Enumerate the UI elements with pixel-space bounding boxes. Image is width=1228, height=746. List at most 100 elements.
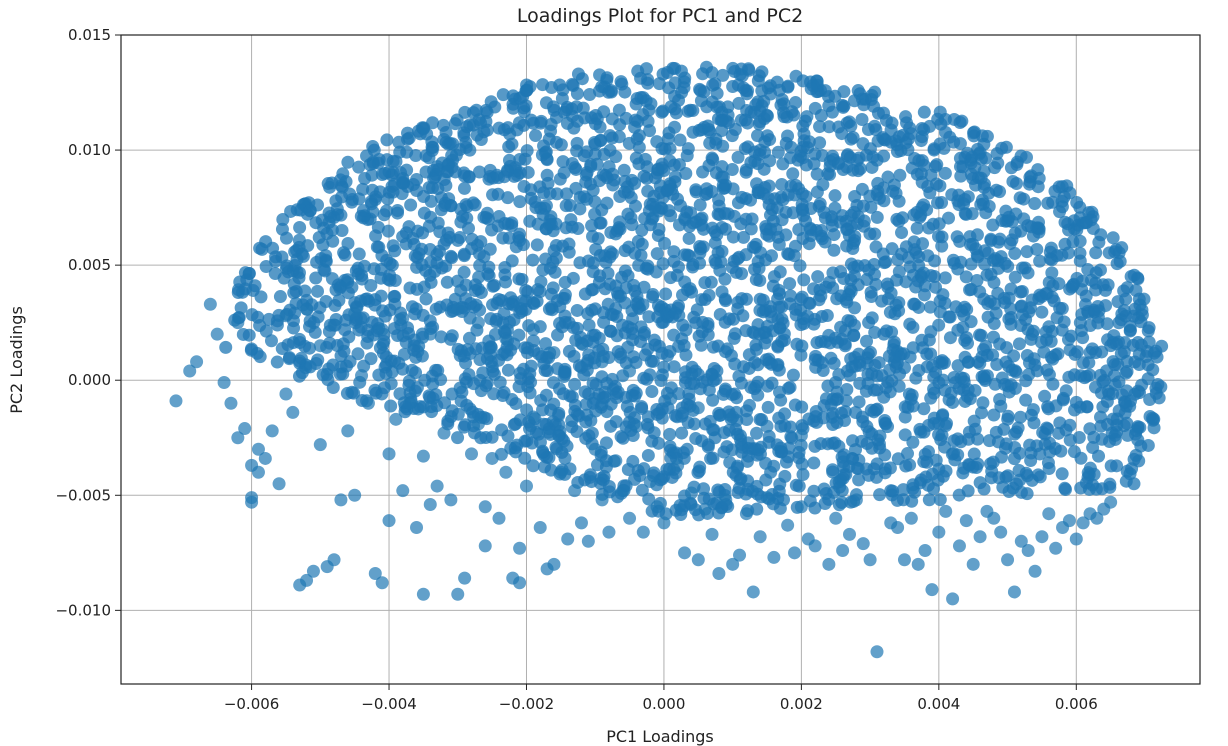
data-point <box>485 223 499 237</box>
data-point <box>430 479 444 493</box>
data-point <box>909 371 923 385</box>
data-point <box>595 355 609 369</box>
data-point <box>454 202 468 216</box>
data-point <box>1047 294 1061 308</box>
data-point <box>852 395 866 409</box>
data-point <box>749 342 763 356</box>
data-point <box>898 428 912 442</box>
data-point <box>692 464 706 478</box>
data-point <box>734 217 748 231</box>
data-point <box>918 447 932 461</box>
data-point <box>610 391 624 405</box>
data-point <box>1063 433 1077 447</box>
data-point <box>632 258 646 272</box>
data-point <box>628 120 642 134</box>
data-point <box>869 277 883 291</box>
data-point <box>681 283 695 297</box>
data-point <box>1001 379 1015 393</box>
data-point <box>420 127 434 141</box>
data-point <box>536 444 550 458</box>
data-point <box>582 318 596 332</box>
data-point <box>1001 553 1015 567</box>
data-point <box>1038 389 1052 403</box>
data-point <box>753 115 767 129</box>
data-point <box>404 198 418 212</box>
data-point <box>975 406 989 420</box>
data-point <box>588 392 602 406</box>
data-point <box>1106 231 1120 245</box>
data-point <box>1054 444 1068 458</box>
data-point <box>814 109 828 123</box>
data-point <box>777 97 791 111</box>
data-point <box>742 361 756 375</box>
data-point <box>512 272 526 286</box>
data-point <box>710 100 724 114</box>
data-point <box>973 285 987 299</box>
data-point <box>899 136 913 150</box>
data-point <box>451 302 465 316</box>
data-point <box>1117 304 1131 318</box>
data-point <box>890 212 904 226</box>
data-point <box>1094 386 1108 400</box>
data-point <box>368 567 382 581</box>
data-point <box>579 168 593 182</box>
data-point <box>558 309 572 323</box>
data-point <box>1141 438 1155 452</box>
data-point <box>279 261 293 275</box>
data-point <box>904 511 918 525</box>
x-axis-ticks: −0.006 −0.004 −0.002 0.000 0.002 0.004 0.006 <box>224 684 1098 713</box>
data-point <box>277 271 291 285</box>
data-point <box>602 480 616 494</box>
data-point <box>745 212 759 226</box>
data-point <box>383 256 397 270</box>
data-point <box>998 296 1012 310</box>
data-point <box>891 253 905 267</box>
data-point <box>808 353 822 367</box>
data-point <box>936 288 950 302</box>
data-point <box>979 339 993 353</box>
data-point <box>679 365 693 379</box>
data-point <box>701 319 715 333</box>
data-point <box>533 180 547 194</box>
data-point <box>497 307 511 321</box>
data-point <box>619 420 633 434</box>
data-point <box>822 99 836 113</box>
data-point <box>863 142 877 156</box>
data-point <box>380 204 394 218</box>
data-point <box>1019 393 1033 407</box>
data-point <box>929 177 943 191</box>
data-point <box>933 305 947 319</box>
data-point <box>647 189 661 203</box>
data-point <box>526 410 540 424</box>
data-point <box>1093 263 1107 277</box>
data-point <box>616 484 630 498</box>
data-point <box>1020 245 1034 259</box>
data-point <box>352 160 366 174</box>
data-point <box>693 198 707 212</box>
data-point <box>993 337 1007 351</box>
data-point <box>827 356 841 370</box>
data-point <box>505 137 519 151</box>
data-points <box>169 60 1169 659</box>
data-point <box>697 491 711 505</box>
data-point <box>361 396 375 410</box>
data-point <box>276 213 290 227</box>
data-point <box>789 178 803 192</box>
data-point <box>785 105 799 119</box>
data-point <box>569 181 583 195</box>
data-point <box>760 491 774 505</box>
data-point <box>245 342 259 356</box>
data-point <box>1063 343 1077 357</box>
data-point <box>967 447 981 461</box>
data-point <box>536 263 550 277</box>
data-point <box>828 189 842 203</box>
data-point <box>1086 441 1100 455</box>
data-point <box>505 219 519 233</box>
data-point <box>663 179 677 193</box>
data-point <box>822 275 836 289</box>
data-point <box>1007 585 1021 599</box>
data-point <box>433 300 447 314</box>
data-point <box>396 484 410 498</box>
data-point <box>981 310 995 324</box>
data-point <box>507 313 521 327</box>
